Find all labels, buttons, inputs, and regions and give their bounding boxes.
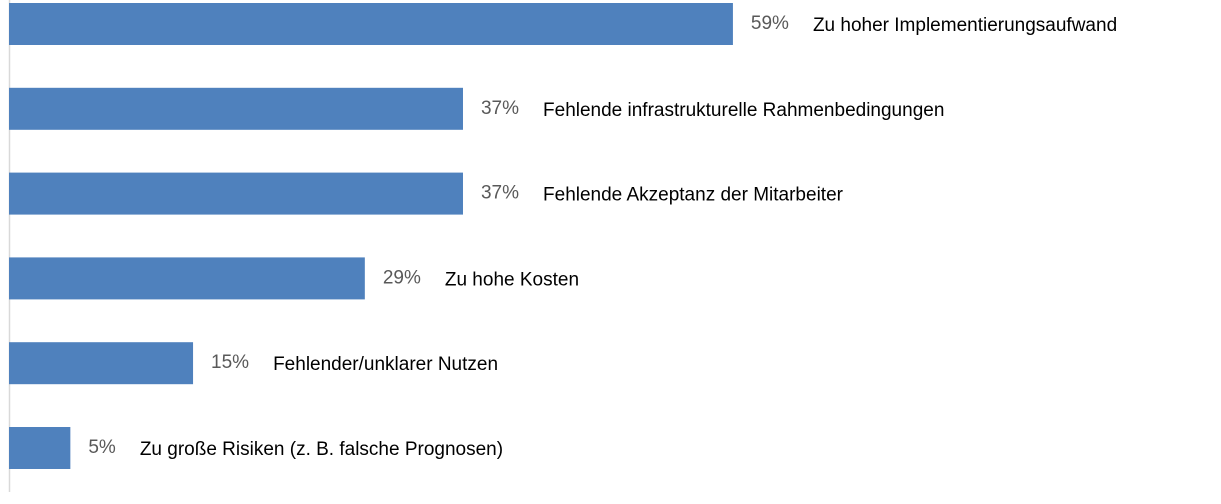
category-label: Zu hoher Implementierungsaufwand: [813, 15, 1117, 36]
bar: [9, 3, 733, 45]
bar: [9, 427, 71, 469]
bar: [9, 87, 463, 130]
category-label: Fehlende Akzeptanz der Mitarbeiter: [543, 185, 844, 206]
category-label: Fehlender/unklarer Nutzen: [273, 354, 498, 375]
value-label: 29%: [383, 267, 421, 288]
category-label: Zu große Risiken (z. B. falsche Prognose…: [140, 439, 503, 460]
bar: [9, 257, 365, 300]
bar: [9, 172, 463, 215]
value-label: 5%: [88, 437, 116, 458]
category-label: Fehlende infrastrukturelle Rahmenbedingu…: [543, 100, 944, 121]
value-label: 59%: [751, 13, 789, 34]
value-label: 37%: [481, 183, 519, 204]
category-label: Zu hohe Kosten: [445, 269, 579, 290]
value-label: 37%: [481, 98, 519, 119]
bar: [9, 342, 194, 385]
value-label: 15%: [211, 352, 249, 373]
